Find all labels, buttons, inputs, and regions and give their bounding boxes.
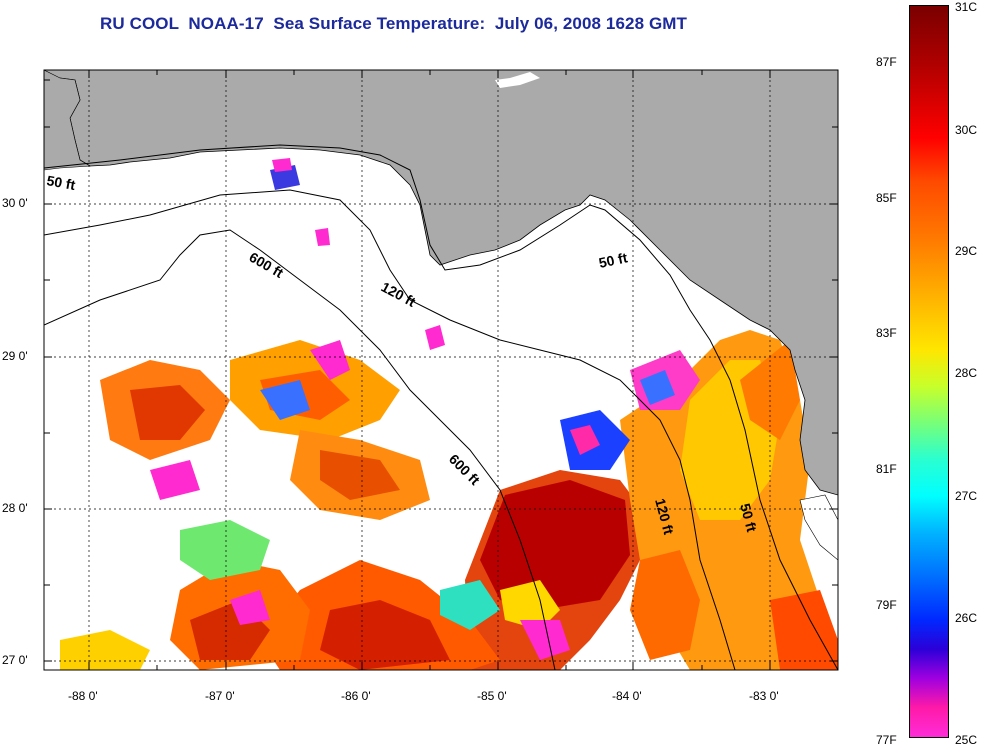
map-title: RU COOL NOAA-17 Sea Surface Temperature:… [100, 14, 688, 33]
contour-label: 50 ft [45, 172, 76, 193]
colorbar-fahrenheit-label: 81F [876, 462, 897, 476]
colorbar-fahrenheit-label: 83F [876, 326, 897, 340]
colorbar-fahrenheit-label: 77F [876, 733, 897, 747]
colorbar-celsius-label: 29C [955, 244, 978, 258]
lon-label: -83 0' [749, 689, 779, 703]
colorbar-fahrenheit-label: 79F [876, 598, 897, 612]
lat-label: 30 0' [2, 196, 28, 210]
lon-label: -87 0' [205, 689, 235, 703]
colorbar-celsius-label: 30C [955, 123, 978, 137]
colorbar-fahrenheit-label: 85F [876, 191, 897, 205]
graticule [44, 70, 838, 670]
sst-data-layer [60, 158, 838, 670]
lon-label: -86 0' [341, 689, 371, 703]
temperature-colorbar [909, 5, 949, 738]
lat-label: 28 0' [2, 501, 28, 515]
colorbar-fahrenheit-label: 87F [876, 55, 897, 69]
lon-label: -85 0' [477, 689, 507, 703]
colorbar-celsius-label: 31C [955, 0, 978, 14]
depth-contours [44, 144, 838, 670]
colorbar-celsius-label: 26C [955, 611, 978, 625]
colorbar-celsius-label: 25C [955, 733, 978, 747]
lon-label: -84 0' [612, 689, 642, 703]
lon-label: -88 0' [68, 689, 98, 703]
colorbar-celsius-label: 27C [955, 489, 978, 503]
colorbar-celsius-label: 28C [955, 366, 978, 380]
contour-label: 50 ft [597, 249, 629, 271]
lat-label: 27 0' [2, 653, 28, 667]
lat-label: 29 0' [2, 349, 28, 363]
contour-label: 50 ft [737, 502, 760, 534]
map-frame [43, 69, 839, 671]
tick-marks [44, 70, 838, 670]
